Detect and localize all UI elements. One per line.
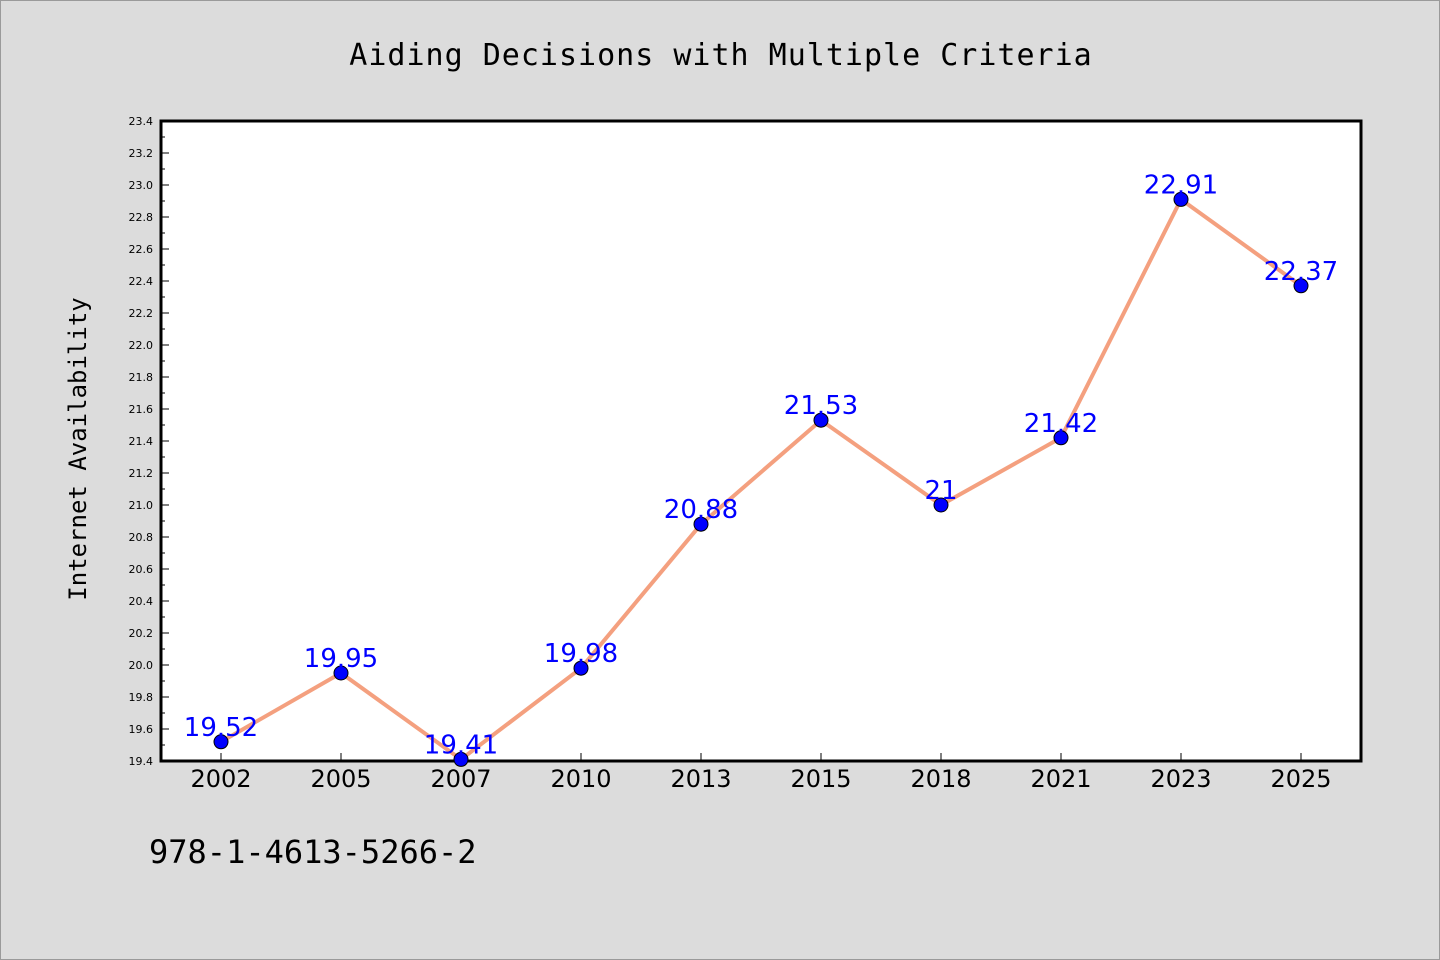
y-tick-label: 19.8 (129, 691, 154, 704)
y-tick-label: 22.6 (129, 243, 154, 256)
x-tick-label: 2018 (910, 765, 971, 793)
data-point (813, 412, 829, 428)
y-tick-label: 21.8 (129, 371, 154, 384)
y-tick-label: 23.0 (129, 179, 154, 192)
y-tick-label: 21.0 (129, 499, 154, 512)
x-tick-label: 2010 (550, 765, 611, 793)
y-tick-label: 21.2 (129, 467, 154, 480)
x-tick-label: 2002 (190, 765, 251, 793)
x-tick-label: 2021 (1030, 765, 1091, 793)
y-tick-label: 19.4 (129, 755, 154, 768)
y-axis: 19.4 19.6 19.8 20.0 20.2 20.4 20.6 20.8 21.0 21.2… (129, 115, 169, 768)
data-label: 22.91 (1144, 170, 1218, 200)
data-point (333, 665, 349, 681)
data-point (1173, 191, 1189, 207)
y-tick-label: 22.0 (129, 339, 154, 352)
data-label-layer: 19.52 19.95 19.41 19.98 20.88 21.53 21 21.42 22.… (184, 170, 1338, 760)
data-label: 21.42 (1024, 409, 1098, 439)
data-label: 22.37 (1264, 257, 1338, 287)
data-label: 19.41 (424, 730, 498, 760)
data-point (1053, 430, 1069, 446)
y-tick-label: 22.8 (129, 211, 154, 224)
y-tick-label: 21.4 (129, 435, 154, 448)
x-tick-label: 2025 (1270, 765, 1331, 793)
x-tick-label: 2023 (1150, 765, 1211, 793)
data-label: 19.52 (184, 713, 258, 743)
data-point (453, 751, 469, 767)
y-tick-label: 20.0 (129, 659, 154, 672)
plot-area (159, 119, 1363, 763)
data-label: 19.98 (544, 639, 618, 669)
chart-title: Aiding Decisions with Multiple Criteria (349, 38, 1092, 73)
data-label: 21 (924, 476, 957, 506)
data-label: 19.95 (304, 644, 378, 674)
x-tick-label: 2005 (310, 765, 371, 793)
y-tick-label: 23.2 (129, 147, 154, 160)
series-line (219, 197, 1303, 762)
series-layer (213, 191, 1309, 767)
y-tick-label: 20.2 (129, 627, 154, 640)
x-tick-label: 2007 (430, 765, 491, 793)
data-label: 21.53 (784, 391, 858, 421)
data-point (573, 660, 589, 676)
y-tick-label: 23.4 (129, 115, 154, 128)
y-tick-label: 20.8 (129, 531, 154, 544)
x-tick-label: 2013 (670, 765, 731, 793)
x-tick-label: 2015 (790, 765, 851, 793)
y-axis-label: Internet Availability (64, 297, 92, 600)
y-tick-label: 20.6 (129, 563, 154, 576)
footnote-isbn: 978-1-4613-5266-2 (149, 833, 477, 871)
y-tick-label: 20.4 (129, 595, 154, 608)
data-point (213, 734, 229, 750)
y-tick-label: 21.6 (129, 403, 154, 416)
data-point (693, 516, 709, 532)
y-tick-label: 22.4 (129, 275, 154, 288)
y-tick-label: 22.2 (129, 307, 154, 320)
x-axis: 2002 2005 2007 2010 2013 2015 2018 2021 2023 2025 (190, 753, 1332, 793)
data-point (933, 497, 949, 513)
data-label: 20.88 (664, 495, 738, 525)
data-point (1293, 278, 1309, 294)
y-tick-label: 19.6 (129, 723, 154, 736)
